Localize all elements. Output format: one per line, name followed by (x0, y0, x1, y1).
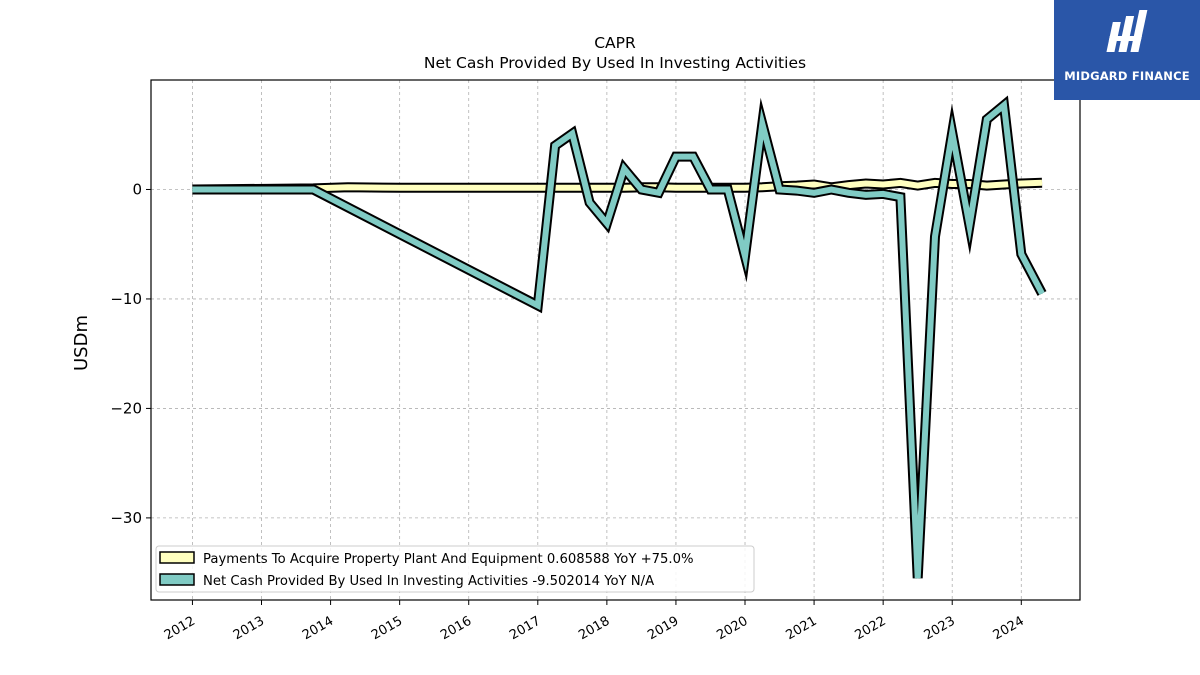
data-point (537, 304, 539, 307)
data-point (658, 192, 660, 194)
data-point (934, 235, 936, 238)
x-tick-label: 2019 (645, 614, 681, 644)
data-point (1003, 104, 1005, 106)
data-point (623, 187, 625, 189)
data-point (917, 185, 919, 187)
x-tick-label: 2013 (231, 614, 267, 644)
y-tick-label: −10 (110, 290, 142, 308)
data-point (934, 182, 936, 184)
legend-label-capex: Payments To Acquire Property Plant And E… (203, 552, 694, 567)
data-point (347, 186, 349, 188)
legend-box (155, 545, 755, 593)
data-point (968, 225, 971, 227)
data-point (1020, 182, 1022, 185)
x-tick-label: 2015 (369, 614, 405, 644)
x-tick-label: 2012 (162, 614, 198, 644)
x-tick-label: 2014 (300, 614, 336, 644)
data-point (692, 156, 694, 158)
data-point (951, 131, 953, 134)
data-point (623, 168, 625, 170)
data-point (571, 187, 573, 189)
y-tick-label: −30 (110, 509, 142, 527)
data-point (1041, 182, 1043, 184)
data-point (761, 186, 763, 188)
data-point (1003, 183, 1005, 186)
legend: Payments To Acquire Property Plant And E… (155, 545, 755, 593)
data-point (848, 184, 850, 186)
data-point (606, 187, 608, 189)
data-point (761, 123, 763, 125)
y-axis-label: USDm (71, 315, 92, 371)
x-tick-label: 2020 (714, 614, 750, 644)
data-point (571, 133, 573, 135)
data-point (968, 183, 971, 185)
data-point (502, 187, 504, 189)
data-point (986, 185, 988, 187)
data-point (986, 118, 988, 121)
data-point (951, 183, 953, 185)
data-point (744, 255, 746, 257)
data-point (675, 187, 677, 189)
y-tick-label: −20 (110, 399, 142, 417)
data-point (727, 188, 729, 191)
data-point (882, 183, 884, 186)
data-point (191, 188, 194, 191)
data-point (830, 188, 832, 191)
data-point (1041, 292, 1043, 295)
grid-lines (151, 80, 1080, 600)
data-point (778, 188, 781, 191)
x-tick-label: 2023 (922, 614, 958, 644)
data-point (744, 187, 746, 189)
data-point (899, 182, 902, 184)
legend-swatch-capex (159, 551, 195, 564)
series-layer (191, 95, 1047, 579)
data-point (588, 202, 591, 204)
x-tick-label: 2018 (576, 614, 612, 644)
brand-logo-text: MIDGARD FINANCE (1064, 69, 1190, 83)
chart-title: CAPR (594, 34, 636, 52)
data-point (1020, 253, 1022, 255)
brand-logo-mark (1106, 10, 1148, 52)
x-tick-label: 2016 (438, 614, 474, 644)
data-point (848, 192, 850, 194)
data-point (796, 189, 798, 192)
x-tick-label: 2017 (507, 614, 543, 644)
data-point (882, 193, 884, 195)
x-tick-label: 2021 (783, 614, 819, 644)
series-stroke (192, 99, 1045, 579)
series-line-1 (191, 95, 1047, 579)
x-tick-label: 2022 (853, 614, 889, 644)
data-point (554, 145, 556, 147)
data-point (917, 577, 919, 579)
data-point (813, 183, 815, 186)
data-point (692, 187, 694, 189)
y-tick-label: 0 (132, 180, 142, 198)
data-point (899, 196, 902, 198)
data-point (399, 187, 401, 189)
data-point (606, 222, 608, 225)
data-point (640, 188, 643, 191)
data-point (537, 187, 539, 189)
data-point (468, 187, 470, 189)
chart-subtitle: Net Cash Provided By Used In Investing A… (424, 54, 806, 72)
data-point (675, 156, 677, 158)
data-point (813, 192, 815, 194)
plot-frame (150, 79, 1081, 601)
brand-logo: MIDGARD FINANCE (1054, 0, 1200, 100)
data-point (312, 188, 314, 191)
data-point (865, 182, 867, 185)
x-tick-label: 2024 (991, 614, 1027, 644)
legend-swatch-investing (159, 573, 195, 586)
data-point (865, 194, 867, 196)
data-point (433, 187, 435, 189)
data-point (709, 188, 712, 191)
legend-label-investing: Net Cash Provided By Used In Investing A… (203, 574, 654, 589)
